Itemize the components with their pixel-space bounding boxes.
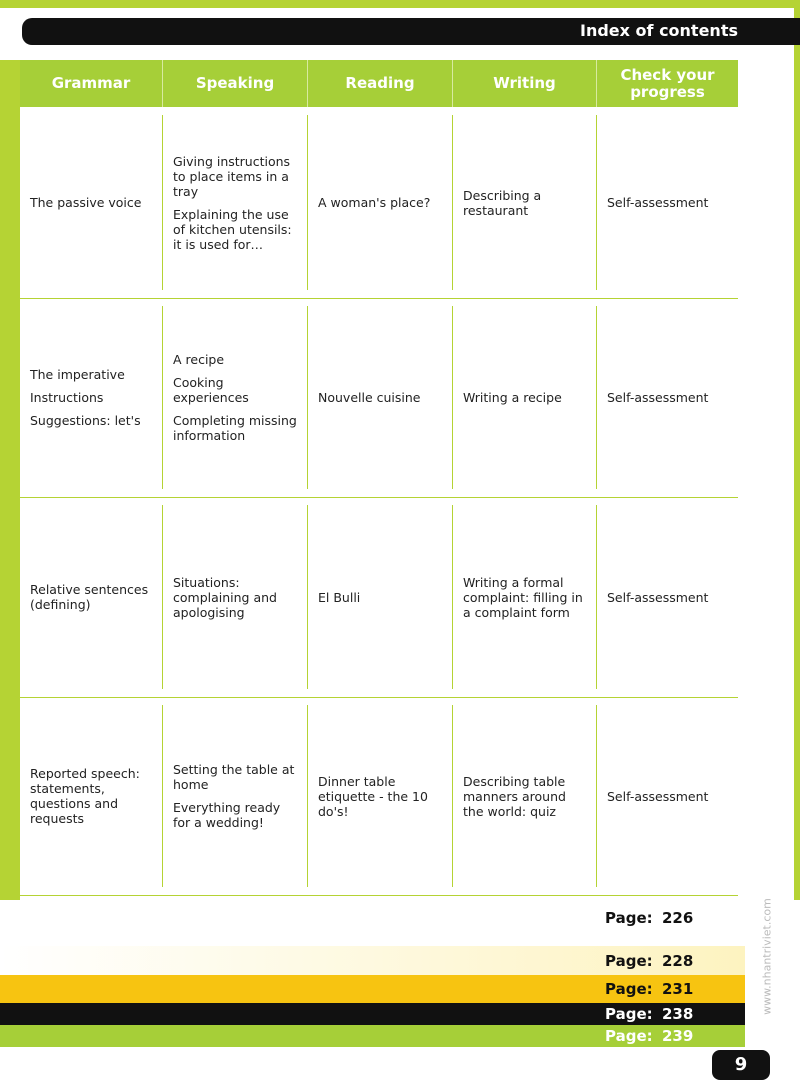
page-label: Page: [605, 980, 653, 998]
cell-text: Giving instructions to place items in a … [173, 153, 291, 199]
table-cell: Describing table manners around the worl… [452, 705, 596, 887]
table-cell: Self-assessment [596, 306, 738, 489]
cell-text: Writing a formal complaint: filling in a… [463, 574, 583, 620]
page-ref: 228 [662, 951, 694, 970]
watermark-box: www.nhantriviet.com [757, 885, 777, 1035]
column-header: Check your progress [596, 60, 738, 107]
column-header: Reading [307, 60, 452, 107]
cell-text: Explaining the use of kitchen utensils: … [173, 206, 292, 252]
table-cell: The imperative Instructions Suggestions: l… [20, 306, 162, 489]
cell-text: The imperative [30, 367, 125, 382]
table-cell: Situations: complaining and apologising [162, 505, 307, 689]
cell-text: Situations: complaining and apologising [173, 574, 277, 620]
cell-text: Instructions [30, 390, 104, 405]
side-strip [0, 60, 20, 905]
header-row [20, 60, 738, 107]
table-cell: Self-assessment [596, 505, 738, 689]
cell-text: Self-assessment [607, 390, 709, 405]
cell-text: Dinner table etiquette - the 10 do's! [318, 773, 428, 819]
table-cell: Giving instructions to place items in a … [162, 115, 307, 290]
column-header: Speaking [162, 60, 307, 107]
cell-text: Self-assessment [607, 589, 709, 605]
page-band: Page: 228 [0, 946, 745, 975]
cell-text: A recipe [173, 352, 225, 367]
table-cell: Reported speech: statements, questions a… [20, 705, 162, 887]
table-cell: Self-assessment [596, 115, 738, 290]
watermark: www.nhantriviet.com [760, 898, 774, 1015]
cell-text: El Bulli [318, 589, 361, 605]
cell-text: The passive voice [30, 195, 142, 210]
page-number: 9 [712, 1050, 770, 1080]
page-band: Page: 239 [0, 1025, 745, 1047]
cell-text: Suggestions: let's [30, 413, 141, 428]
page-label: Page: [605, 1027, 653, 1045]
table-cell: Writing a recipe [452, 306, 596, 489]
page-label: Page: [605, 909, 653, 927]
row-separator [20, 298, 738, 299]
title: Index of contents [580, 21, 738, 40]
page-ref: 239 [662, 1027, 694, 1045]
row-separator [20, 895, 738, 896]
row-separator [20, 497, 738, 498]
cell-text: Self-assessment [607, 195, 709, 210]
cell-text: Describing table manners around the worl… [463, 773, 566, 819]
column-header: Grammar [51, 74, 131, 92]
cell-text: Writing a recipe [463, 390, 562, 405]
page-band: Page: 231 [0, 975, 745, 1003]
table-cell: A recipe Cooking experiences Completing mi… [162, 306, 307, 489]
table-cell: The passive voice [20, 115, 162, 290]
table-cell: El Bulli [307, 505, 452, 689]
table-cell: A woman's place? [307, 115, 452, 290]
page-ref: 226 [662, 909, 694, 927]
table-cell: Nouvelle cuisine [307, 306, 452, 489]
cell-text: A woman's place? [318, 195, 431, 210]
top-strip [0, 0, 800, 8]
page-label: Page: [605, 951, 653, 970]
cell-text: Completing missing information [173, 413, 297, 443]
table-cell: Describing a restaurant [452, 115, 596, 290]
cell-text: Nouvelle cuisine [318, 390, 421, 405]
cell-text: Everything ready for a wedding! [173, 800, 281, 830]
table-cell: Dinner table etiquette - the 10 do's! [307, 705, 452, 887]
page-band: Page: 226 [0, 900, 745, 936]
row-separator [20, 697, 738, 698]
page-ref: 231 [662, 980, 694, 998]
page-band: Page: 238 [0, 1003, 745, 1025]
page-label: Page: [605, 1005, 653, 1023]
cell-text: Self-assessment [607, 788, 709, 804]
cell-text: Setting the table at home [173, 762, 295, 792]
page-ref: 238 [662, 1005, 694, 1023]
cell-text: Describing a restaurant [463, 187, 542, 218]
title-bar: Index of contents [22, 18, 800, 45]
right-strip [794, 0, 800, 900]
table-cell: Relative sentences (defining) [20, 505, 162, 689]
cell-text: Reported speech: statements, questions a… [30, 766, 140, 826]
table-cell: Writing a formal complaint: filling in a… [452, 505, 596, 689]
cell-text: Cooking experiences [173, 375, 249, 405]
cell-text: Relative sentences (defining) [30, 582, 149, 612]
table-cell: Setting the table at home Everything read… [162, 705, 307, 887]
table-cell: Self-assessment [596, 705, 738, 887]
column-header: Writing [452, 60, 596, 107]
